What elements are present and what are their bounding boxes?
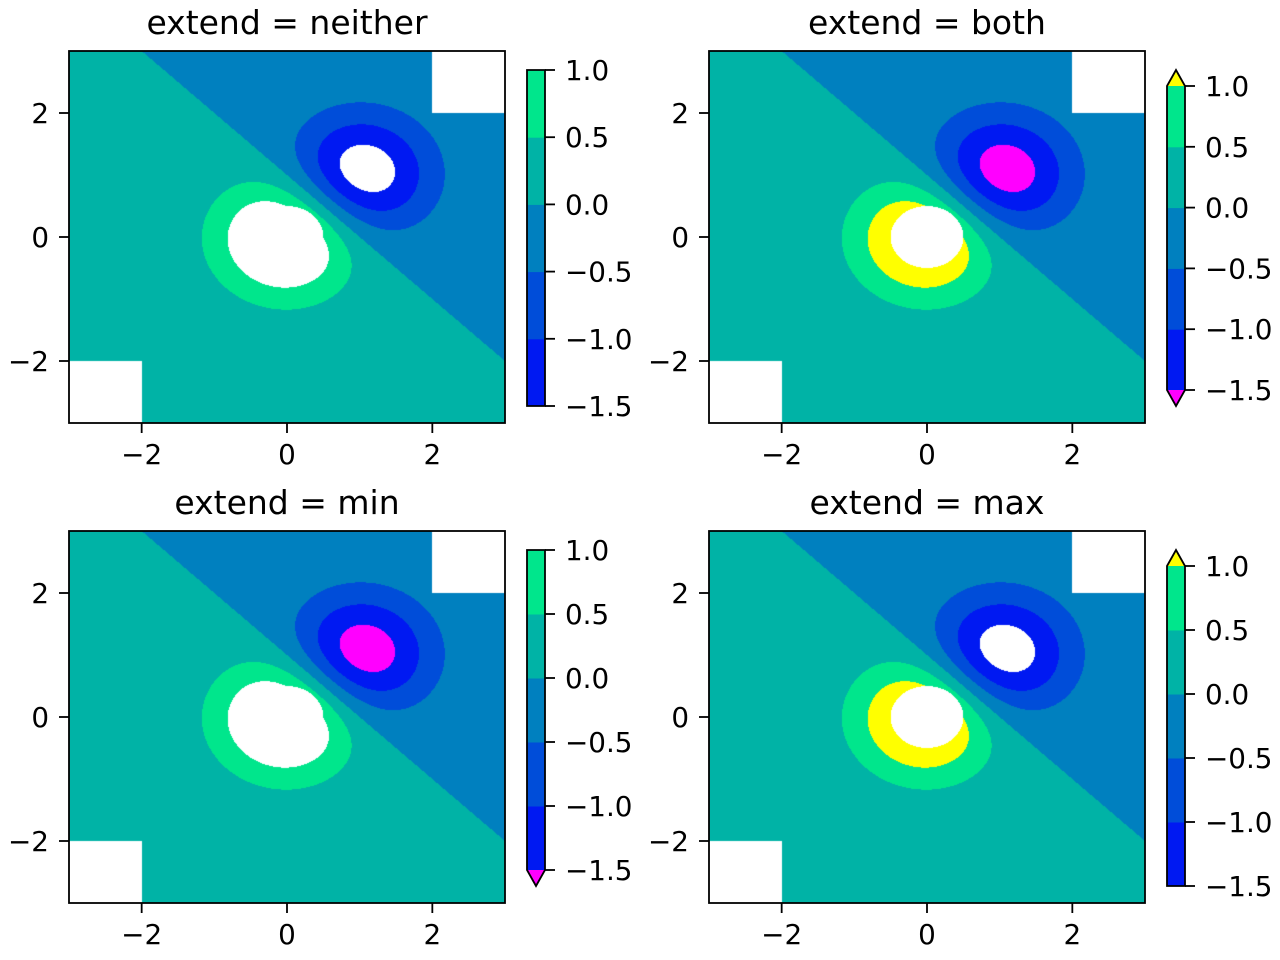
colorbar-segment: [1167, 758, 1185, 823]
colorbar-tick-label: 0.5: [1205, 131, 1249, 164]
colorbar-tick-label: −1.5: [1205, 870, 1273, 903]
x-tick-label: 0: [918, 438, 936, 471]
colorbar-tick-label: 0.5: [565, 598, 609, 631]
y-tick-label: −2: [8, 345, 49, 378]
colorbar-tick-label: −1.5: [565, 854, 633, 887]
x-tick-label: 2: [423, 918, 441, 951]
colorbar-outline: [1166, 548, 1186, 887]
colorbar-segment: [527, 678, 545, 743]
colorbar-segment: [527, 70, 545, 138]
axes-frame: [708, 530, 1146, 904]
colorbar-segment: [1167, 822, 1185, 887]
colorbar-tick-label: 0.0: [1205, 678, 1249, 711]
contour-fill-max: [709, 531, 1145, 903]
axes-frame: [708, 50, 1146, 424]
colorbar-tick-label: −1.0: [565, 790, 633, 823]
x-tick-label: 2: [1063, 438, 1081, 471]
colorbar-segment: [1167, 630, 1185, 695]
colorbar-tick-label: 0.0: [1205, 192, 1249, 225]
colorbar-tick-label: 0.5: [565, 121, 609, 154]
contour-fill-neither: [69, 51, 505, 423]
colorbar-tick-label: −1.0: [565, 323, 633, 356]
y-tick-label: −2: [8, 825, 49, 858]
colorbar-tick-label: −1.0: [1205, 313, 1273, 346]
y-tick-label: −2: [648, 825, 689, 858]
axes-frame: [68, 50, 506, 424]
colorbar-tick-label: −0.5: [1205, 742, 1273, 775]
x-tick-label: 0: [278, 438, 296, 471]
colorbar-over-triangle: [1167, 550, 1185, 566]
colorbar-segment: [1167, 566, 1185, 631]
contour-fill-min: [69, 531, 505, 903]
colorbar-segment: [527, 742, 545, 807]
colorbar-tick-label: −1.5: [565, 390, 633, 423]
colorbar-segment: [527, 806, 545, 871]
colorbar-tick-label: 1.0: [1205, 70, 1249, 103]
colorbar-tick-label: 1.0: [1205, 550, 1249, 583]
chart-title: extend = min: [174, 483, 399, 522]
x-tick-label: 2: [1063, 918, 1081, 951]
colorbar-under-triangle: [1167, 390, 1185, 406]
chart-title: extend = max: [810, 483, 1045, 522]
y-tick-label: 0: [671, 221, 689, 254]
colorbar-tick-label: −0.5: [1205, 252, 1273, 285]
y-tick-label: 0: [671, 701, 689, 734]
colorbar-segment: [1167, 268, 1185, 330]
y-tick-label: 2: [671, 577, 689, 610]
colorbar-tick-label: 0.5: [1205, 614, 1249, 647]
colorbar-tick-label: 0.0: [565, 662, 609, 695]
colorbar-tick-label: 0.0: [565, 188, 609, 221]
chart-title: extend = both: [808, 3, 1046, 42]
colorbar-over-triangle: [1167, 70, 1185, 86]
colorbar-segment: [527, 271, 545, 340]
y-tick-label: 2: [31, 577, 49, 610]
colorbar-tick-label: −0.5: [565, 256, 633, 289]
y-tick-label: 2: [31, 97, 49, 130]
colorbar-segment: [1167, 694, 1185, 759]
x-tick-label: 0: [278, 918, 296, 951]
colorbar-segment: [1167, 207, 1185, 269]
colorbar-under-triangle: [527, 870, 545, 886]
colorbar-tick-label: −0.5: [565, 726, 633, 759]
colorbar-tick-label: −1.5: [1205, 374, 1273, 407]
y-tick-label: 0: [31, 701, 49, 734]
colorbar-segment: [527, 204, 545, 273]
colorbar-segment: [1167, 146, 1185, 209]
colorbar-segment: [527, 137, 545, 205]
y-tick-label: 0: [31, 221, 49, 254]
contour-fill-both: [709, 51, 1145, 423]
colorbar-segment: [1167, 86, 1185, 148]
colorbar-outline: [526, 549, 546, 888]
colorbar-segment: [1167, 329, 1185, 391]
x-tick-label: −2: [761, 918, 802, 951]
x-tick-label: −2: [121, 438, 162, 471]
chart-title: extend = neither: [146, 3, 428, 42]
axes-frame: [68, 530, 506, 904]
colorbar-tick-label: 1.0: [565, 54, 609, 87]
x-tick-label: −2: [121, 918, 162, 951]
colorbar-segment: [527, 550, 545, 615]
colorbar-segment: [527, 338, 545, 407]
y-tick-label: −2: [648, 345, 689, 378]
colorbar-tick-label: −1.0: [1205, 806, 1273, 839]
y-tick-label: 2: [671, 97, 689, 130]
x-tick-label: −2: [761, 438, 802, 471]
x-tick-label: 0: [918, 918, 936, 951]
x-tick-label: 2: [423, 438, 441, 471]
colorbar-segment: [527, 614, 545, 679]
colorbar-tick-label: 1.0: [565, 534, 609, 567]
